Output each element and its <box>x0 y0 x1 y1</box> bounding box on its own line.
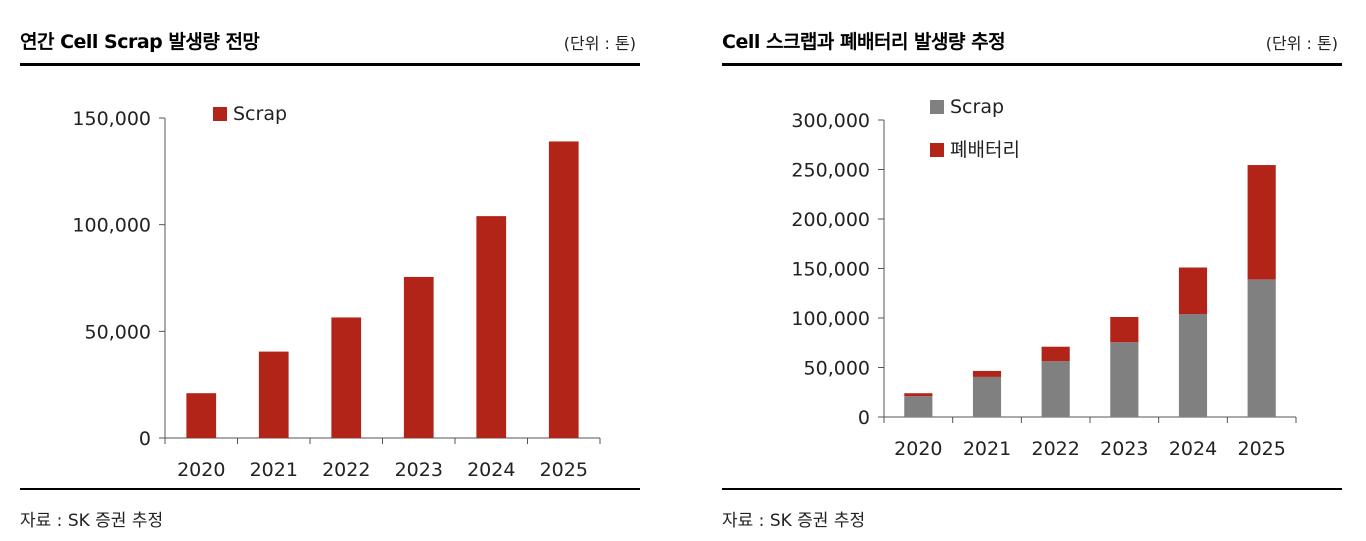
right-bar-scrap <box>904 396 933 417</box>
right-bar-scrap <box>972 376 1002 417</box>
right-chart-panel: Cell 스크랩과 폐배터리 발생량 추정 (단위 : 톤) 0 50,000 10… <box>722 0 1342 541</box>
left-y-tick-label: 0 <box>139 428 151 450</box>
right-y-tick-label: 0 <box>858 407 870 429</box>
right-chart-title: Cell 스크랩과 폐배터리 발생량 추정 <box>722 31 1006 53</box>
left-x-tick-label: 2023 <box>395 459 443 481</box>
left-y-tick-label: 150,000 <box>72 108 151 130</box>
left-bar-scrap <box>548 141 579 438</box>
right-legend-swatch <box>930 100 944 114</box>
left-legend-swatch <box>213 107 227 121</box>
left-x-tick-label: 2025 <box>540 459 588 481</box>
right-bar-waste-battery <box>1041 346 1070 362</box>
right-bar-waste-battery <box>1247 165 1276 280</box>
right-y-tick-label: 200,000 <box>791 209 870 231</box>
right-x-tick-label: 2022 <box>1031 438 1079 460</box>
left-y-tick-label: 50,000 <box>85 321 151 343</box>
right-x-tick-label: 2020 <box>894 438 942 460</box>
right-legend-swatch <box>930 143 944 157</box>
left-bottom-rule <box>20 488 640 490</box>
left-x-tick-label: 2020 <box>177 459 225 481</box>
right-stacked-bar-chart: 0 50,000 100,000 150,000 200,000 250,000 300,0… <box>791 96 1297 460</box>
left-bar-scrap <box>403 276 434 438</box>
right-y-tick-label: 50,000 <box>804 358 870 380</box>
right-bar-scrap <box>1110 342 1139 417</box>
right-y-tick-label: 250,000 <box>791 160 870 182</box>
right-bottom-rule <box>722 488 1342 490</box>
right-chart-unit: (단위 : 톤) <box>1265 34 1338 53</box>
right-bar-waste-battery <box>1178 267 1208 315</box>
right-x-tick-label: 2025 <box>1237 438 1285 460</box>
left-bar-scrap <box>476 216 507 438</box>
left-y-tick-label: 100,000 <box>72 215 151 237</box>
left-bar-scrap <box>258 351 289 438</box>
left-legend-label: Scrap <box>233 103 287 125</box>
right-y-tick-label: 150,000 <box>791 259 870 281</box>
left-top-rule <box>20 63 640 66</box>
left-bar-chart: 0 50,000 100,000 150,000 2020 2021 2022 2023 202… <box>72 103 601 481</box>
left-chart-title: 연간 Cell Scrap 발생량 전망 <box>20 31 260 53</box>
right-top-rule <box>722 63 1342 66</box>
left-x-tick-label: 2022 <box>322 459 370 481</box>
left-x-tick-label: 2021 <box>250 459 298 481</box>
left-chart-panel: 연간 Cell Scrap 발생량 전망 (단위 : 톤) 0 50,000 100… <box>20 0 640 541</box>
right-source-note: 자료 : SK 증권 추정 <box>722 511 866 531</box>
left-chart-unit: (단위 : 톤) <box>563 34 636 53</box>
right-y-tick-label: 300,000 <box>791 110 870 132</box>
right-bar-scrap <box>1247 279 1276 417</box>
left-x-tick-label: 2024 <box>467 459 515 481</box>
right-bar-waste-battery <box>1110 317 1139 343</box>
right-bar-waste-battery <box>972 370 1002 377</box>
left-bar-scrap <box>186 393 217 438</box>
right-x-tick-label: 2021 <box>963 438 1011 460</box>
right-x-tick-label: 2023 <box>1100 438 1148 460</box>
right-y-tick-label: 100,000 <box>791 308 870 330</box>
left-bar-scrap <box>331 317 362 438</box>
right-legend-label: 폐배터리 <box>950 139 1020 161</box>
right-bar-scrap <box>1178 314 1208 417</box>
right-x-tick-label: 2024 <box>1169 438 1217 460</box>
right-bar-waste-battery <box>904 393 933 397</box>
left-source-note: 자료 : SK 증권 추정 <box>20 511 164 531</box>
right-bar-scrap <box>1041 361 1070 417</box>
right-legend-label: Scrap <box>950 96 1004 118</box>
